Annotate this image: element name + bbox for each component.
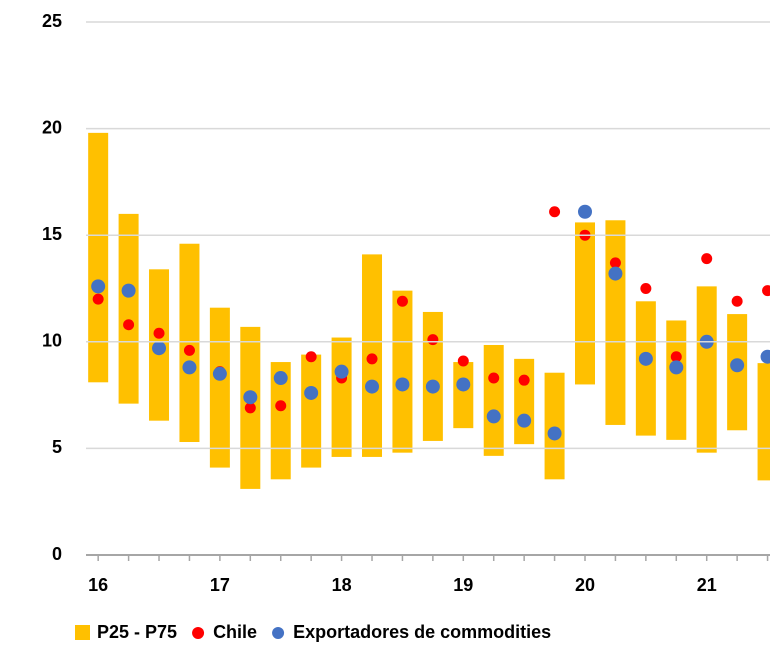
legend-label: P25 - P75 (97, 622, 177, 642)
dot (427, 334, 439, 346)
range-bar (605, 220, 626, 425)
range-bar (575, 222, 596, 385)
dot (456, 377, 471, 392)
dot (731, 295, 743, 307)
dot (91, 279, 106, 294)
dot (762, 285, 770, 297)
dot (305, 351, 317, 363)
dot (608, 266, 623, 281)
dot (243, 390, 258, 405)
dot (669, 360, 684, 375)
dot (183, 344, 195, 356)
x-tick-label: 16 (88, 575, 108, 595)
dot (153, 327, 165, 339)
plot-area (88, 132, 770, 489)
legend-swatch (75, 625, 90, 640)
dot (488, 372, 500, 384)
range-bar (757, 363, 770, 481)
range-bar (88, 132, 109, 383)
range-bar (270, 362, 291, 480)
x-tick-label: 19 (453, 575, 473, 595)
dot (730, 358, 745, 373)
range-bar (696, 286, 717, 453)
y-tick-label: 5 (52, 437, 62, 457)
range-bar (209, 307, 230, 468)
y-tick-label: 20 (42, 117, 62, 137)
dot (425, 379, 440, 394)
x-tick-label: 17 (210, 575, 230, 595)
dot (760, 349, 770, 364)
dot (334, 364, 349, 379)
range-bar (453, 362, 474, 429)
range-bar (483, 344, 504, 456)
dot (609, 257, 621, 269)
range-bar (392, 290, 413, 453)
dot (670, 351, 682, 363)
range-bar (331, 337, 352, 457)
dot (123, 319, 135, 331)
dot (182, 360, 197, 375)
dot (638, 351, 653, 366)
dot (457, 355, 469, 367)
y-tick-label: 0 (52, 544, 62, 564)
dot (92, 293, 104, 305)
range-bar (118, 213, 139, 404)
range-bar (301, 354, 322, 468)
dot (640, 283, 652, 294)
range-bar (666, 320, 687, 440)
dot (578, 204, 593, 219)
y-tick-label: 10 (42, 331, 62, 351)
dot (365, 379, 380, 394)
range-bar (635, 301, 656, 436)
range-bar (179, 243, 200, 443)
y-tick-label: 15 (42, 224, 62, 244)
dot (273, 371, 288, 386)
dot (366, 353, 378, 365)
dot (395, 377, 410, 392)
dot (517, 413, 532, 428)
legend-swatch (192, 627, 205, 639)
x-tick-label: 21 (697, 575, 717, 595)
dot (396, 295, 408, 307)
dot (275, 400, 287, 412)
dot (244, 402, 256, 414)
dot (486, 409, 501, 424)
x-tick-label: 20 (575, 575, 595, 595)
dot (549, 206, 561, 218)
legend-label: Exportadores de commodities (293, 622, 551, 642)
dot (518, 374, 530, 386)
legend-swatch (272, 627, 285, 639)
dot (121, 283, 136, 298)
dot (547, 426, 562, 441)
range-bar (544, 372, 565, 480)
range-bar (514, 358, 535, 445)
legend-label: Chile (213, 622, 257, 642)
range-bar (422, 311, 443, 441)
dot (701, 253, 713, 265)
dot (304, 385, 319, 400)
dot (152, 341, 167, 356)
x-tick-label: 18 (332, 575, 352, 595)
dot (212, 366, 227, 381)
y-tick-label: 25 (42, 11, 62, 31)
